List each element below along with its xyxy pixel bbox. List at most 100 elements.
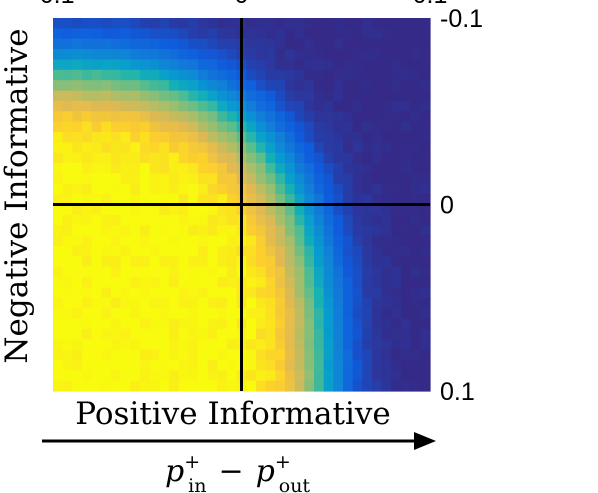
heatmap-cell [169,359,180,371]
heatmap-cell [381,380,392,392]
heatmap-cell [82,297,93,309]
heatmap-cell [352,59,363,71]
heatmap-cell [207,308,218,320]
heatmap-cell [140,308,151,320]
heatmap-cell [256,245,267,257]
heatmap-cell [333,359,344,371]
heatmap-cell [381,163,392,175]
heatmap-cell [246,297,257,309]
heatmap-cell [333,121,344,133]
heatmap-cell [140,90,151,102]
heatmap-cell [198,59,209,71]
heatmap-cell [256,328,267,340]
heatmap-cell [314,266,325,278]
heatmap-cell [159,69,170,81]
heatmap-cell [130,318,141,330]
heatmap-cell [391,318,402,330]
heatmap-cell [120,131,131,143]
heatmap-cell [352,287,363,299]
heatmap-cell [246,204,257,216]
heatmap-cell [304,49,315,61]
heatmap-cell [304,287,315,299]
heatmap-cell [130,245,141,257]
heatmap-cell [314,163,325,175]
heatmap-cell [420,142,431,154]
heatmap-cell [62,359,73,371]
heatmap-cell [227,235,238,247]
heatmap-cell [333,204,344,216]
heatmap-cell [381,183,392,195]
heatmap-cell [343,90,354,102]
heatmap-cell [343,100,354,112]
heatmap-cell [275,142,286,154]
heatmap-cell [178,380,189,392]
heatmap-cell [401,380,412,392]
heatmap-cell [391,328,402,340]
heatmap-cell [178,235,189,247]
heatmap-cell [159,245,170,257]
heatmap-cell [120,80,131,92]
heatmap-cell [159,80,170,92]
heatmap-cell [53,183,64,195]
heatmap-cell [304,69,315,81]
heatmap-cell [343,38,354,50]
heatmap-cell [256,349,267,361]
heatmap-cell [304,235,315,247]
heatmap-cell [401,245,412,257]
heatmap-cell [217,204,228,216]
heatmap-cell [294,256,305,268]
heatmap-cell [159,287,170,299]
heatmap-cell [53,287,64,299]
heatmap-cell [82,49,93,61]
heatmap-cell [120,49,131,61]
heatmap-cell [391,100,402,112]
heatmap-cell [217,308,228,320]
heatmap-cell [275,194,286,206]
heatmap-cell [362,328,373,340]
heatmap-cell [343,163,354,175]
heatmap-cell [130,142,141,154]
heatmap-cell [275,100,286,112]
heatmap-cell [82,225,93,237]
heatmap-cell [372,38,383,50]
heatmap-cell [343,49,354,61]
heatmap-cell [265,173,276,185]
heatmap-cell [265,256,276,268]
heatmap-cell [101,328,112,340]
heatmap-cell [72,318,83,330]
heatmap-cell [101,318,112,330]
heatmap-cell [381,111,392,123]
heatmap-cell [294,59,305,71]
heatmap-cell [149,163,160,175]
heatmap-cell [391,142,402,154]
heatmap-cell [91,277,102,288]
heatmap-cell [62,245,73,257]
heatmap-cell [198,328,209,340]
heatmap-cell [207,287,218,299]
heatmap-cell [198,80,209,92]
heatmap-cell [72,287,83,299]
heatmap-cell [130,359,141,371]
heatmap-cell [111,194,122,206]
heatmap-cell [323,287,334,299]
heatmap-cell [323,111,334,123]
heatmap-cell [333,28,344,40]
heatmap-cell [314,359,325,371]
heatmap-cell [256,318,267,330]
heatmap-cell [130,204,141,216]
heatmap-cell [159,142,170,154]
heatmap-cell [265,142,276,154]
heatmap-cell [120,18,131,29]
heatmap-cell [82,163,93,175]
heatmap-cell [111,349,122,361]
heatmap-cell [178,142,189,154]
heatmap-cell [314,183,325,195]
heatmap-cell [62,28,73,40]
heatmap-cell [227,328,238,340]
heatmap-cell [304,256,315,268]
heatmap-cell [130,59,141,71]
heatmap-cell [275,214,286,226]
heatmap-cell [140,328,151,340]
heatmap-cell [285,28,296,40]
heatmap-cell [420,131,431,143]
